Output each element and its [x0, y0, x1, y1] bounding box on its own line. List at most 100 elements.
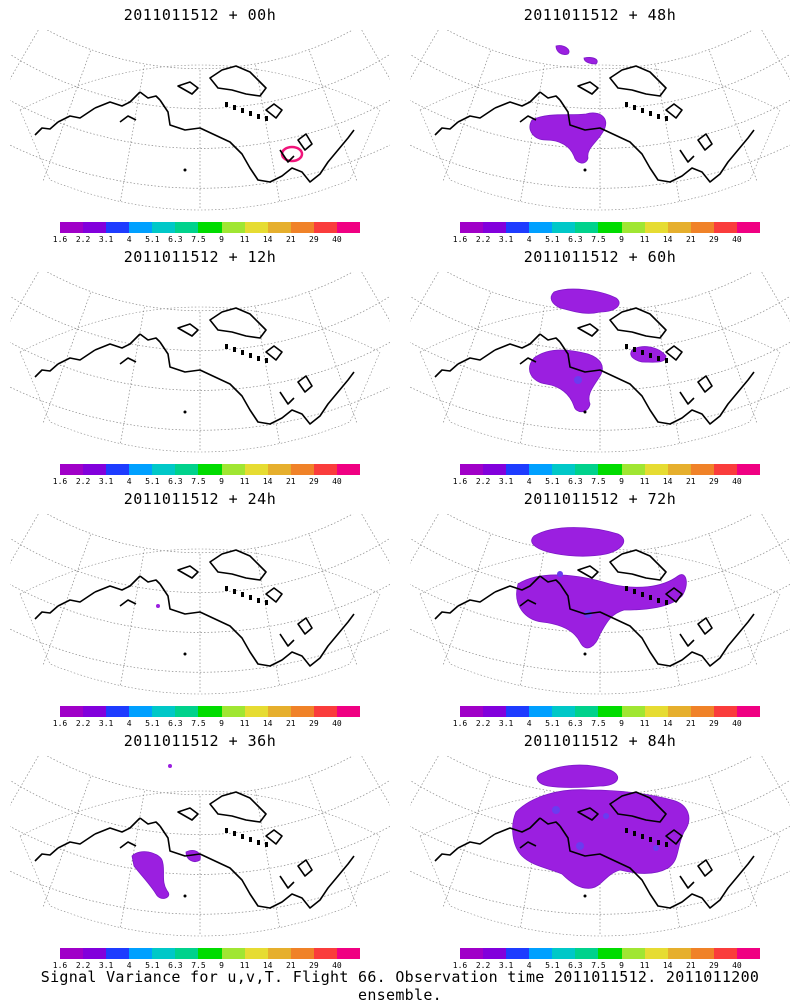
graticule-arc	[410, 628, 790, 673]
island	[665, 116, 668, 121]
colorbar-segment	[506, 222, 530, 233]
colorbar-label: 1.6	[452, 961, 468, 970]
coastline	[577, 807, 599, 821]
graticule-meridian	[761, 30, 790, 80]
graticule-meridian	[361, 30, 390, 80]
colorbar-segment	[290, 464, 314, 475]
colorbar-segment	[598, 706, 622, 717]
colorbar-segment	[644, 706, 668, 717]
signal-region	[512, 789, 690, 889]
colorbar-segment	[644, 222, 668, 233]
island	[641, 350, 644, 355]
graticule-meridian	[10, 30, 39, 80]
colorbar-label: 14	[262, 719, 273, 728]
colorbar-labels: 1.6 2.2 3.1 4 5.1 6.3 7.5 9 11 14 21 29 40	[453, 235, 760, 245]
coastline	[119, 115, 137, 123]
colorbar-label: 40	[732, 477, 742, 486]
graticule-meridian	[361, 514, 390, 564]
colorbar-segment	[198, 706, 222, 717]
colorbar-segment	[736, 222, 761, 233]
graticule-meridian	[761, 272, 790, 322]
coastline	[679, 391, 695, 405]
colorbar-label: 2.2	[75, 719, 91, 728]
colorbar-label: 5.1	[145, 235, 160, 244]
colorbar-label: 14	[662, 961, 673, 970]
colorbar-segment	[244, 948, 268, 959]
colorbar-segment	[244, 222, 268, 233]
graticule-meridian	[709, 776, 758, 909]
coastline	[665, 345, 683, 361]
signal-core	[603, 813, 609, 819]
colorbar-label: 3.1	[98, 961, 114, 970]
coastline	[209, 791, 267, 823]
island	[665, 842, 668, 847]
coastline	[577, 81, 599, 95]
colorbar-labels: 1.6 2.2 3.1 4 5.1 6.3 7.5 9 11 14 21 29 40	[53, 961, 360, 971]
colorbar-label: 6.3	[568, 719, 583, 728]
coastline	[34, 121, 59, 136]
colorbar-label: 11	[639, 235, 650, 244]
colorbar-label: 6.3	[168, 235, 183, 244]
colorbar-label: 9	[219, 235, 224, 244]
coastline	[119, 599, 137, 607]
graticule-meridian	[709, 534, 758, 667]
coastline	[265, 829, 283, 845]
signal-region	[583, 57, 598, 65]
signal-core	[653, 845, 659, 851]
graticule-meridian	[410, 272, 439, 322]
colorbar-label: 3.1	[98, 719, 114, 728]
graticule-arc	[10, 386, 390, 431]
coastline	[697, 859, 713, 877]
colorbar-label: 6.3	[568, 235, 583, 244]
signal-region	[185, 850, 201, 862]
island	[649, 595, 652, 600]
colorbar-label: 5.1	[145, 961, 160, 970]
colorbar-label: 2.2	[75, 235, 91, 244]
coastline	[665, 587, 683, 603]
colorbar-labels: 1.6 2.2 3.1 4 5.1 6.3 7.5 9 11 14 21 29 40	[53, 235, 360, 245]
colorbar-label: 21	[285, 235, 296, 244]
colorbar-label: 1.6	[452, 719, 468, 728]
colorbar-segment	[713, 464, 737, 475]
colorbar-segment	[690, 222, 714, 233]
colorbar-label: 6.3	[168, 719, 183, 728]
graticule-arc	[46, 30, 354, 69]
signal-spot	[168, 764, 172, 768]
panel-title: 2011011512 + 60h	[523, 248, 677, 266]
coastline	[665, 829, 683, 845]
colorbar-segment	[483, 948, 507, 959]
colorbar-label: 5.1	[545, 477, 560, 486]
island	[657, 598, 660, 603]
colorbar-label: 3.1	[498, 961, 514, 970]
colorbar-label: 2.2	[475, 719, 491, 728]
colorbar-segment	[736, 706, 761, 717]
colorbar-label: 11	[639, 961, 650, 970]
signal-core	[574, 376, 582, 384]
coastline	[539, 333, 561, 343]
island	[583, 168, 587, 172]
coastline	[697, 375, 713, 393]
colorbar-segment	[336, 706, 361, 717]
colorbar-segment	[598, 948, 622, 959]
island	[641, 592, 644, 597]
map-panel: 2011011512 + 12h 1.6 2.2 3.1 4 5.1 6.3 7.5 9 11 14…	[0, 242, 400, 487]
polar-map	[10, 756, 390, 937]
coastline	[609, 65, 667, 97]
island	[265, 358, 268, 363]
signal-region	[555, 45, 570, 55]
colorbar-label: 11	[239, 477, 250, 486]
colorbar-segment	[267, 222, 291, 233]
colorbar-segment	[106, 706, 130, 717]
colorbar-segment	[529, 706, 553, 717]
coastline	[265, 345, 283, 361]
coastline	[494, 333, 541, 351]
graticule-arc	[10, 295, 390, 351]
colorbar-label: 7.5	[591, 961, 606, 970]
colorbar-segment	[575, 948, 599, 959]
signal-region	[529, 112, 607, 164]
colorbar-labels: 1.6 2.2 3.1 4 5.1 6.3 7.5 9 11 14 21 29 40	[453, 719, 760, 729]
coastline	[577, 323, 599, 337]
coastline	[494, 817, 541, 835]
colorbar-label: 2.2	[475, 235, 491, 244]
panel-title: 2011011512 + 36h	[123, 732, 277, 750]
